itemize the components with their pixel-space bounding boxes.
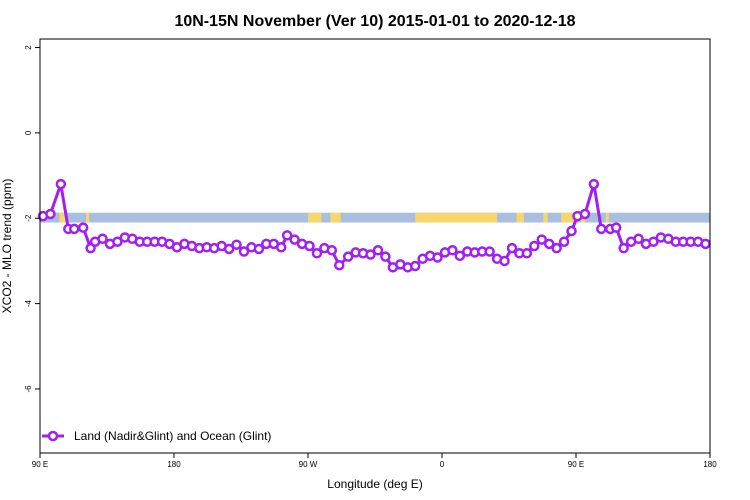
data-point (499, 255, 510, 267)
legend: Land (Nadir&Glint) and Ocean (Glint) (42, 429, 271, 443)
data-point (588, 178, 600, 190)
land-segment (86, 212, 90, 223)
data-point (289, 234, 300, 245)
ocean-band (40, 212, 710, 223)
data-point (566, 225, 577, 237)
data-point (543, 238, 555, 250)
land-segment (415, 212, 498, 223)
data-point (700, 238, 711, 250)
data-point (618, 242, 629, 254)
data-point (231, 239, 242, 250)
data-point (45, 208, 56, 220)
data-point (238, 246, 250, 257)
data-point (454, 250, 466, 262)
data-point (77, 222, 89, 233)
y-tick-label: -4 (24, 300, 33, 308)
x-tick-label: 180 (167, 460, 181, 469)
data-point (68, 223, 80, 235)
data-point (610, 222, 622, 233)
data-point (409, 260, 421, 272)
data-point (372, 245, 384, 256)
data-point (648, 236, 659, 247)
data-point (432, 252, 443, 263)
data-point (97, 233, 108, 244)
y-axis-label: XCO2 - MLO trend (ppm) (0, 179, 14, 314)
data-point (558, 236, 570, 247)
data-point (521, 248, 533, 259)
land-segment (516, 212, 524, 223)
chart-title: 10N-15N November (Ver 10) 2015-01-01 to … (174, 13, 575, 30)
land-segment (605, 212, 609, 223)
data-point (551, 242, 562, 254)
data-point (304, 240, 315, 252)
y-tick-label: -2 (24, 214, 33, 222)
y-tick-label: 2 (24, 45, 33, 50)
data-point (484, 246, 495, 257)
land-segment (561, 212, 576, 223)
y-tick-label: -6 (24, 385, 33, 393)
data-point (281, 230, 293, 241)
legend-label: Land (Nadir&Glint) and Ocean (Glint) (74, 429, 271, 443)
y-axis-ticks: 2 0 -2 -4 -6 (24, 45, 40, 393)
x-tick-label: 90 E (568, 460, 584, 469)
data-point (253, 243, 265, 255)
data-point (311, 248, 323, 259)
x-axis-label: Longitude (deg E) (327, 477, 422, 491)
data-point (529, 240, 540, 252)
data-point (536, 234, 548, 245)
data-point (365, 249, 376, 260)
data-point (223, 243, 235, 255)
series-layer (37, 178, 711, 273)
data-point (579, 208, 591, 220)
x-tick-label: 90 W (299, 460, 318, 469)
land-segment (59, 212, 67, 223)
background-band (40, 212, 710, 223)
data-point (633, 233, 644, 244)
data-point (55, 178, 67, 190)
data-point (275, 242, 287, 253)
data-point (506, 242, 518, 254)
data-point (596, 223, 607, 235)
data-point (380, 251, 391, 262)
legend-marker-swatch (47, 430, 59, 442)
data-point (334, 259, 345, 271)
data-point (326, 245, 338, 256)
plot-frame (39, 38, 711, 454)
data-point (112, 236, 123, 247)
land-segment (330, 212, 341, 223)
x-tick-label: 90 E (32, 460, 48, 469)
land-segment (308, 212, 322, 223)
data-point (447, 245, 458, 256)
x-axis-ticks: 90 E 180 90 W 0 90 E 180 (32, 453, 717, 469)
x-tick-label: 0 (440, 460, 445, 469)
y-tick-label: 0 (24, 130, 33, 135)
data-point (342, 251, 354, 262)
x-tick-label: 180 (703, 460, 717, 469)
land-segment (543, 212, 548, 223)
